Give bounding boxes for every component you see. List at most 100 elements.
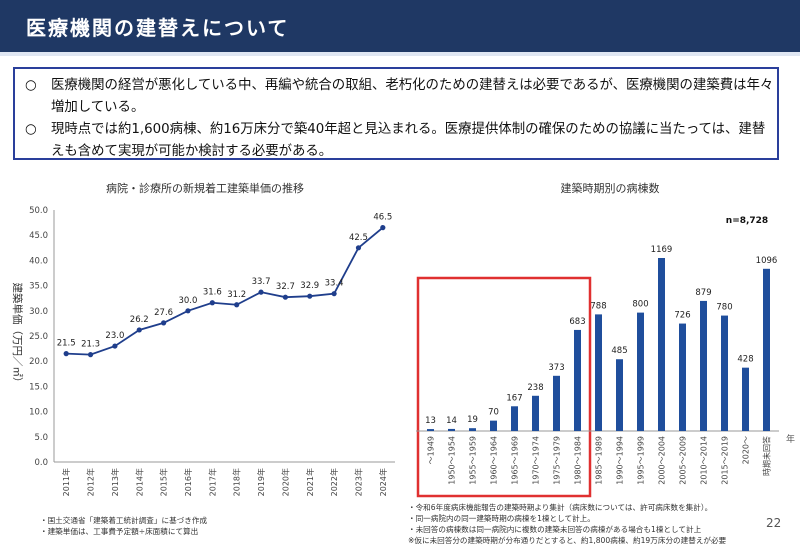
- footnote: ・令和6年度病床機能報告の建築時期より集計（病床数については、許可病床数を集計）…: [408, 503, 713, 512]
- data-label: 32.7: [276, 282, 295, 292]
- x-tick-label: 2014年: [134, 468, 144, 496]
- data-label: 33.4: [325, 279, 344, 289]
- x-tick-label: 1970～1974: [532, 436, 541, 485]
- bar: [700, 300, 707, 431]
- data-label: 485: [611, 346, 627, 356]
- y-tick-label: 15.0: [29, 382, 48, 392]
- y-tick-label: 5.0: [34, 433, 48, 443]
- x-tick-label: 1960～1964: [490, 436, 499, 485]
- data-label: 19: [467, 415, 478, 425]
- y-tick-label: 45.0: [29, 231, 48, 241]
- summary-text: 医療機関の経営が悪化している中、再編や統合の取組、老朽化のための建替えは必要であ…: [51, 78, 774, 115]
- x-tick-label: 2023年: [353, 468, 363, 496]
- data-label: 683: [569, 317, 585, 327]
- x-tick-label: 1955～1959: [469, 436, 478, 485]
- bar: [595, 314, 602, 431]
- x-tick-label: 2005～2009: [679, 436, 688, 485]
- x-tick-label: 2020年: [280, 468, 290, 496]
- y-tick-label: 10.0: [29, 408, 48, 418]
- x-tick-label: 時期未回答: [762, 436, 772, 476]
- x-tick-label: 2020～: [742, 436, 751, 464]
- highlight-rect: [416, 276, 592, 498]
- x-tick-label: 1965～1969: [511, 436, 520, 485]
- x-tick-label: 1950～1954: [448, 436, 457, 485]
- x-tick-label: 2016年: [183, 468, 193, 496]
- footnote: ・未回答の病棟数は同一病院内に複数の建築未回答の病棟がある場合も1棟として計上: [408, 525, 702, 534]
- series-line: [66, 226, 384, 356]
- data-label: 31.6: [203, 288, 222, 298]
- bar: [721, 315, 728, 431]
- data-label: 23.0: [105, 331, 124, 341]
- slide-title: 医療機関の建替えについて: [26, 16, 290, 40]
- data-point: [282, 294, 288, 300]
- summary-bullet: ○ 医療機関の経営が悪化している中、再編や統合の取組、老朽化のための建替えは必要…: [25, 75, 775, 119]
- x-tick-label: 2015年: [159, 468, 169, 496]
- line-series: 21.5 21.3 23.0 26.2 27.6 30.0 31.6 31.2 33.7 32.7…: [57, 213, 392, 358]
- data-label: 14: [446, 416, 457, 426]
- bar: [658, 258, 665, 431]
- data-label: 21.3: [81, 340, 100, 350]
- footnote: ・同一病院内の同一建築時期の病棟を1棟として計上。: [408, 514, 595, 523]
- data-label: 32.9: [300, 281, 319, 291]
- x-tick-label: 1990～1994: [616, 436, 625, 485]
- x-tick-label: 2017年: [207, 468, 217, 496]
- slide-header: 医療機関の建替えについて: [0, 0, 800, 56]
- x-axis-unit: 年: [786, 433, 795, 445]
- data-label: 30.0: [178, 296, 197, 306]
- bullet-circle-icon: ○: [25, 122, 37, 137]
- bar: [553, 375, 560, 431]
- data-label: 373: [548, 363, 564, 373]
- data-label: 26.2: [130, 315, 149, 325]
- data-point: [161, 320, 167, 326]
- data-point: [258, 289, 264, 295]
- bar: [511, 406, 518, 431]
- x-tick-label: 2022年: [329, 468, 339, 496]
- x-tick-label: 2015～2019: [721, 436, 730, 485]
- bar: [742, 367, 749, 431]
- data-label: 238: [527, 383, 543, 393]
- data-point: [63, 351, 69, 357]
- data-label: 1096: [756, 256, 778, 266]
- data-label: 13: [425, 416, 436, 426]
- data-label: 46.5: [373, 213, 392, 223]
- method-note: ・建築単価は、工事費予定額÷床面積にて算出: [40, 527, 199, 536]
- axes: 0.0 5.0 10.0 15.0 20.0 25.0 30.0 35.0 40.0 45.0 50…: [29, 206, 395, 496]
- y-tick-label: 0.0: [34, 458, 48, 468]
- data-point: [331, 291, 337, 297]
- highlight-box: [416, 276, 592, 498]
- bar: [763, 268, 770, 431]
- x-tick-label: 1975～1979: [553, 436, 562, 485]
- y-tick-label: 25.0: [29, 332, 48, 342]
- data-label: 428: [737, 355, 753, 365]
- data-point: [136, 327, 142, 333]
- data-point: [209, 300, 215, 306]
- x-tick-label: 1985～1989: [595, 436, 604, 485]
- chart-title: 建築時期別の病棟数: [561, 181, 660, 195]
- x-tick-label: 2024年: [378, 468, 388, 496]
- data-label: 1169: [651, 245, 673, 255]
- bar: [469, 428, 476, 431]
- data-point: [355, 245, 362, 251]
- data-point: [185, 308, 191, 314]
- x-tick-label: 2012年: [86, 468, 96, 496]
- data-label: 27.6: [154, 308, 173, 318]
- summary-box: ○ 医療機関の経営が悪化している中、再編や統合の取組、老朽化のための建替えは必要…: [13, 67, 779, 160]
- bar: [616, 359, 623, 431]
- x-tick-label: 2000～2004: [658, 436, 667, 485]
- x-tick-label: 2018年: [232, 468, 242, 496]
- data-point: [112, 343, 118, 349]
- bar: [532, 395, 539, 431]
- data-label: 800: [632, 300, 648, 310]
- data-label: 167: [506, 393, 522, 403]
- x-tick-label: 2019年: [256, 468, 266, 496]
- bar-chart-ward-count: 建築時期別の病棟数 n=8,728 年 13 ～1949 14 1950～1954 19…: [416, 181, 795, 498]
- bar: [448, 428, 455, 431]
- data-point: [307, 293, 313, 299]
- y-axis-label: 建築単価（万円／㎡）: [11, 283, 24, 388]
- source-note: ・国土交通省「建築着工統計調査」に基づき作成: [40, 516, 208, 525]
- data-label: 31.2: [227, 290, 246, 300]
- data-point: [87, 352, 94, 358]
- x-tick-label: 2010～2014: [700, 436, 709, 485]
- y-tick-label: 50.0: [29, 206, 48, 216]
- data-label: 42.5: [349, 233, 368, 243]
